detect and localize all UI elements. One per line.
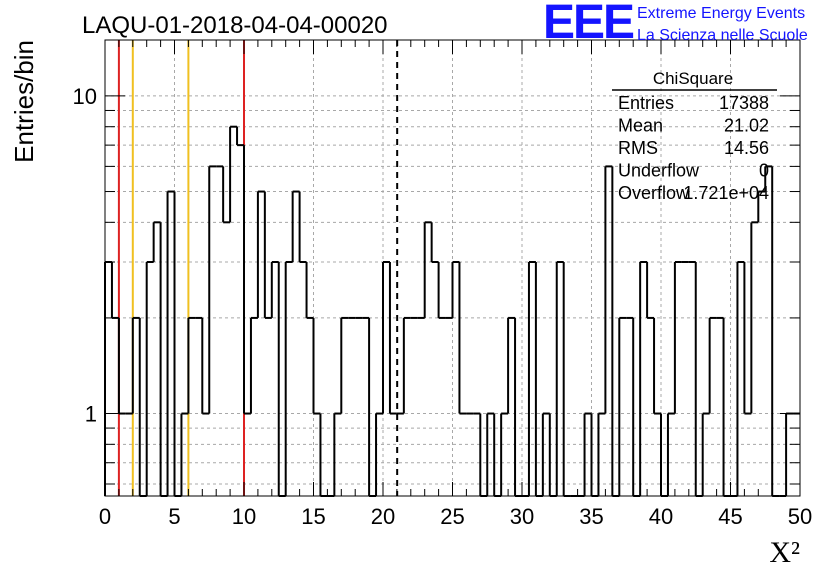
stats-row-value: 17388 xyxy=(719,93,769,113)
x-tick-label: 35 xyxy=(579,504,603,529)
stats-row-label: Overflow xyxy=(618,183,690,203)
y-tick-label: 1 xyxy=(85,402,97,427)
x-tick-label: 10 xyxy=(232,504,256,529)
stats-row-value: 0 xyxy=(759,161,769,181)
stats-rows: Entries 17388 Mean 21.02 RMS 14.56 Underflow 0 O… xyxy=(618,93,769,203)
x-axis-ticks: 0 5 10 15 20 25 30 35 40 45 50 xyxy=(99,40,812,529)
stats-row-label: RMS xyxy=(618,138,658,158)
x-tick-label: 50 xyxy=(788,504,812,529)
histogram-bars xyxy=(104,125,800,497)
stats-row-value: 14.56 xyxy=(724,138,769,158)
brand-line-2: La Scienza nelle Scuole xyxy=(637,27,808,44)
x-axis-label: X² xyxy=(769,536,800,569)
x-tick-label: 5 xyxy=(168,504,180,529)
eee-logo: EEE xyxy=(543,0,634,49)
stats-row-value: 1.721e+04 xyxy=(683,183,769,203)
x-tick-label: 40 xyxy=(649,504,673,529)
brand-line-1: Extreme Energy Events xyxy=(637,5,805,22)
x-tick-label: 20 xyxy=(371,504,395,529)
marker-lines xyxy=(117,40,399,496)
x-tick-label: 0 xyxy=(99,504,111,529)
stats-row-label: Underflow xyxy=(618,161,700,181)
x-tick-label: 25 xyxy=(440,504,464,529)
stats-row-label: Entries xyxy=(618,93,674,113)
y-axis-ticks: 1 10 xyxy=(73,84,800,485)
stats-row-label: Mean xyxy=(618,116,663,136)
chart-title: LAQU-01-2018-04-04-00020 xyxy=(82,12,388,39)
stats-box: ChiSquare Entries 17388 Mean 21.02 RMS 14.56 U… xyxy=(612,69,777,203)
x-tick-label: 30 xyxy=(510,504,534,529)
y-axis-label: Entries/bin xyxy=(9,40,39,163)
stats-row-value: 21.02 xyxy=(724,116,769,136)
x-tick-label: 15 xyxy=(301,504,325,529)
stats-title: ChiSquare xyxy=(653,69,733,88)
y-tick-label: 10 xyxy=(73,84,97,109)
x-tick-label: 45 xyxy=(718,504,742,529)
